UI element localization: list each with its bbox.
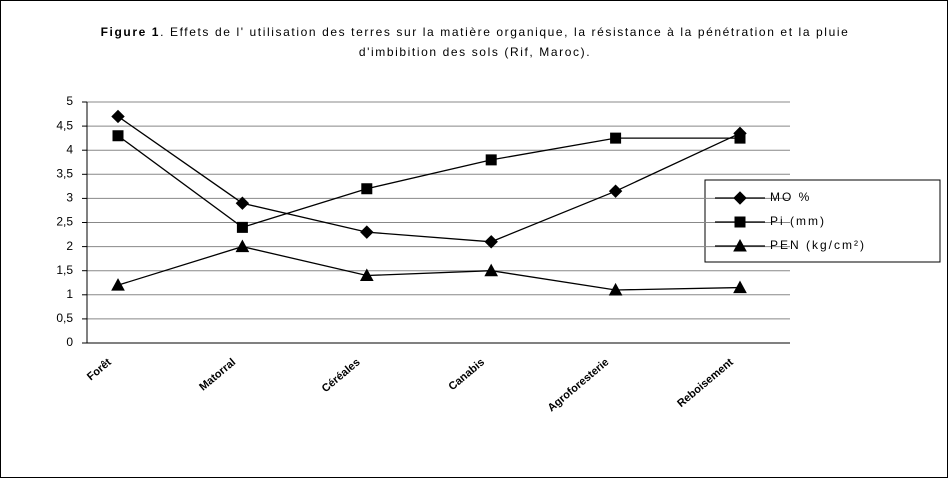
x-tick-label: Forêt — [85, 356, 114, 383]
x-tick-label: Agroforesterie — [546, 356, 612, 414]
y-tick-label: 0 — [66, 335, 73, 349]
legend-label: Pi (mm) — [770, 214, 826, 228]
y-tick-label: 0,5 — [56, 311, 73, 325]
y-tick-label: 2 — [66, 239, 73, 253]
y-tick-label: 4,5 — [56, 118, 73, 132]
x-tick-label: Reboisement — [675, 356, 736, 410]
data-point — [235, 196, 250, 210]
chart-title: Figure 1. Effets de l' utilisation des t… — [60, 22, 890, 62]
data-point — [360, 225, 374, 239]
series-line — [117, 245, 741, 291]
data-point — [733, 280, 747, 294]
data-point — [111, 109, 125, 124]
y-tick-label: 1 — [66, 287, 73, 301]
legend-marker — [733, 238, 747, 252]
x-tick-label: Canabis — [446, 356, 486, 393]
data-point — [236, 221, 248, 233]
data-point — [111, 278, 125, 291]
data-point — [112, 130, 124, 142]
title-label: Figure 1 — [100, 25, 161, 39]
legend-marker — [733, 191, 747, 205]
y-tick-label: 4 — [66, 142, 73, 156]
data-point — [361, 183, 373, 195]
y-tick-label: 3,5 — [56, 166, 73, 180]
y-tick-label: 3 — [66, 191, 73, 205]
data-point — [608, 282, 623, 296]
title-text: . Effets de l' utilisation des terres su… — [160, 25, 850, 59]
y-tick-label: 1,5 — [56, 263, 73, 277]
y-tick-label: 5 — [66, 94, 73, 108]
data-point — [359, 268, 374, 282]
data-point — [235, 239, 250, 253]
y-tick-label: 2,5 — [56, 215, 73, 229]
series-line — [117, 115, 741, 243]
series-line — [117, 135, 740, 229]
data-point — [608, 184, 623, 198]
legend-marker — [734, 216, 746, 228]
legend-label: PEN (kg/cm²) — [770, 238, 866, 252]
data-point — [484, 263, 499, 277]
x-tick-label: Céréales — [320, 356, 363, 395]
x-tick-label: Matorral — [197, 356, 238, 393]
data-point — [734, 132, 746, 144]
data-point — [484, 235, 498, 249]
legend-label: MO % — [770, 190, 811, 204]
data-point — [610, 132, 622, 144]
data-point — [485, 154, 497, 166]
